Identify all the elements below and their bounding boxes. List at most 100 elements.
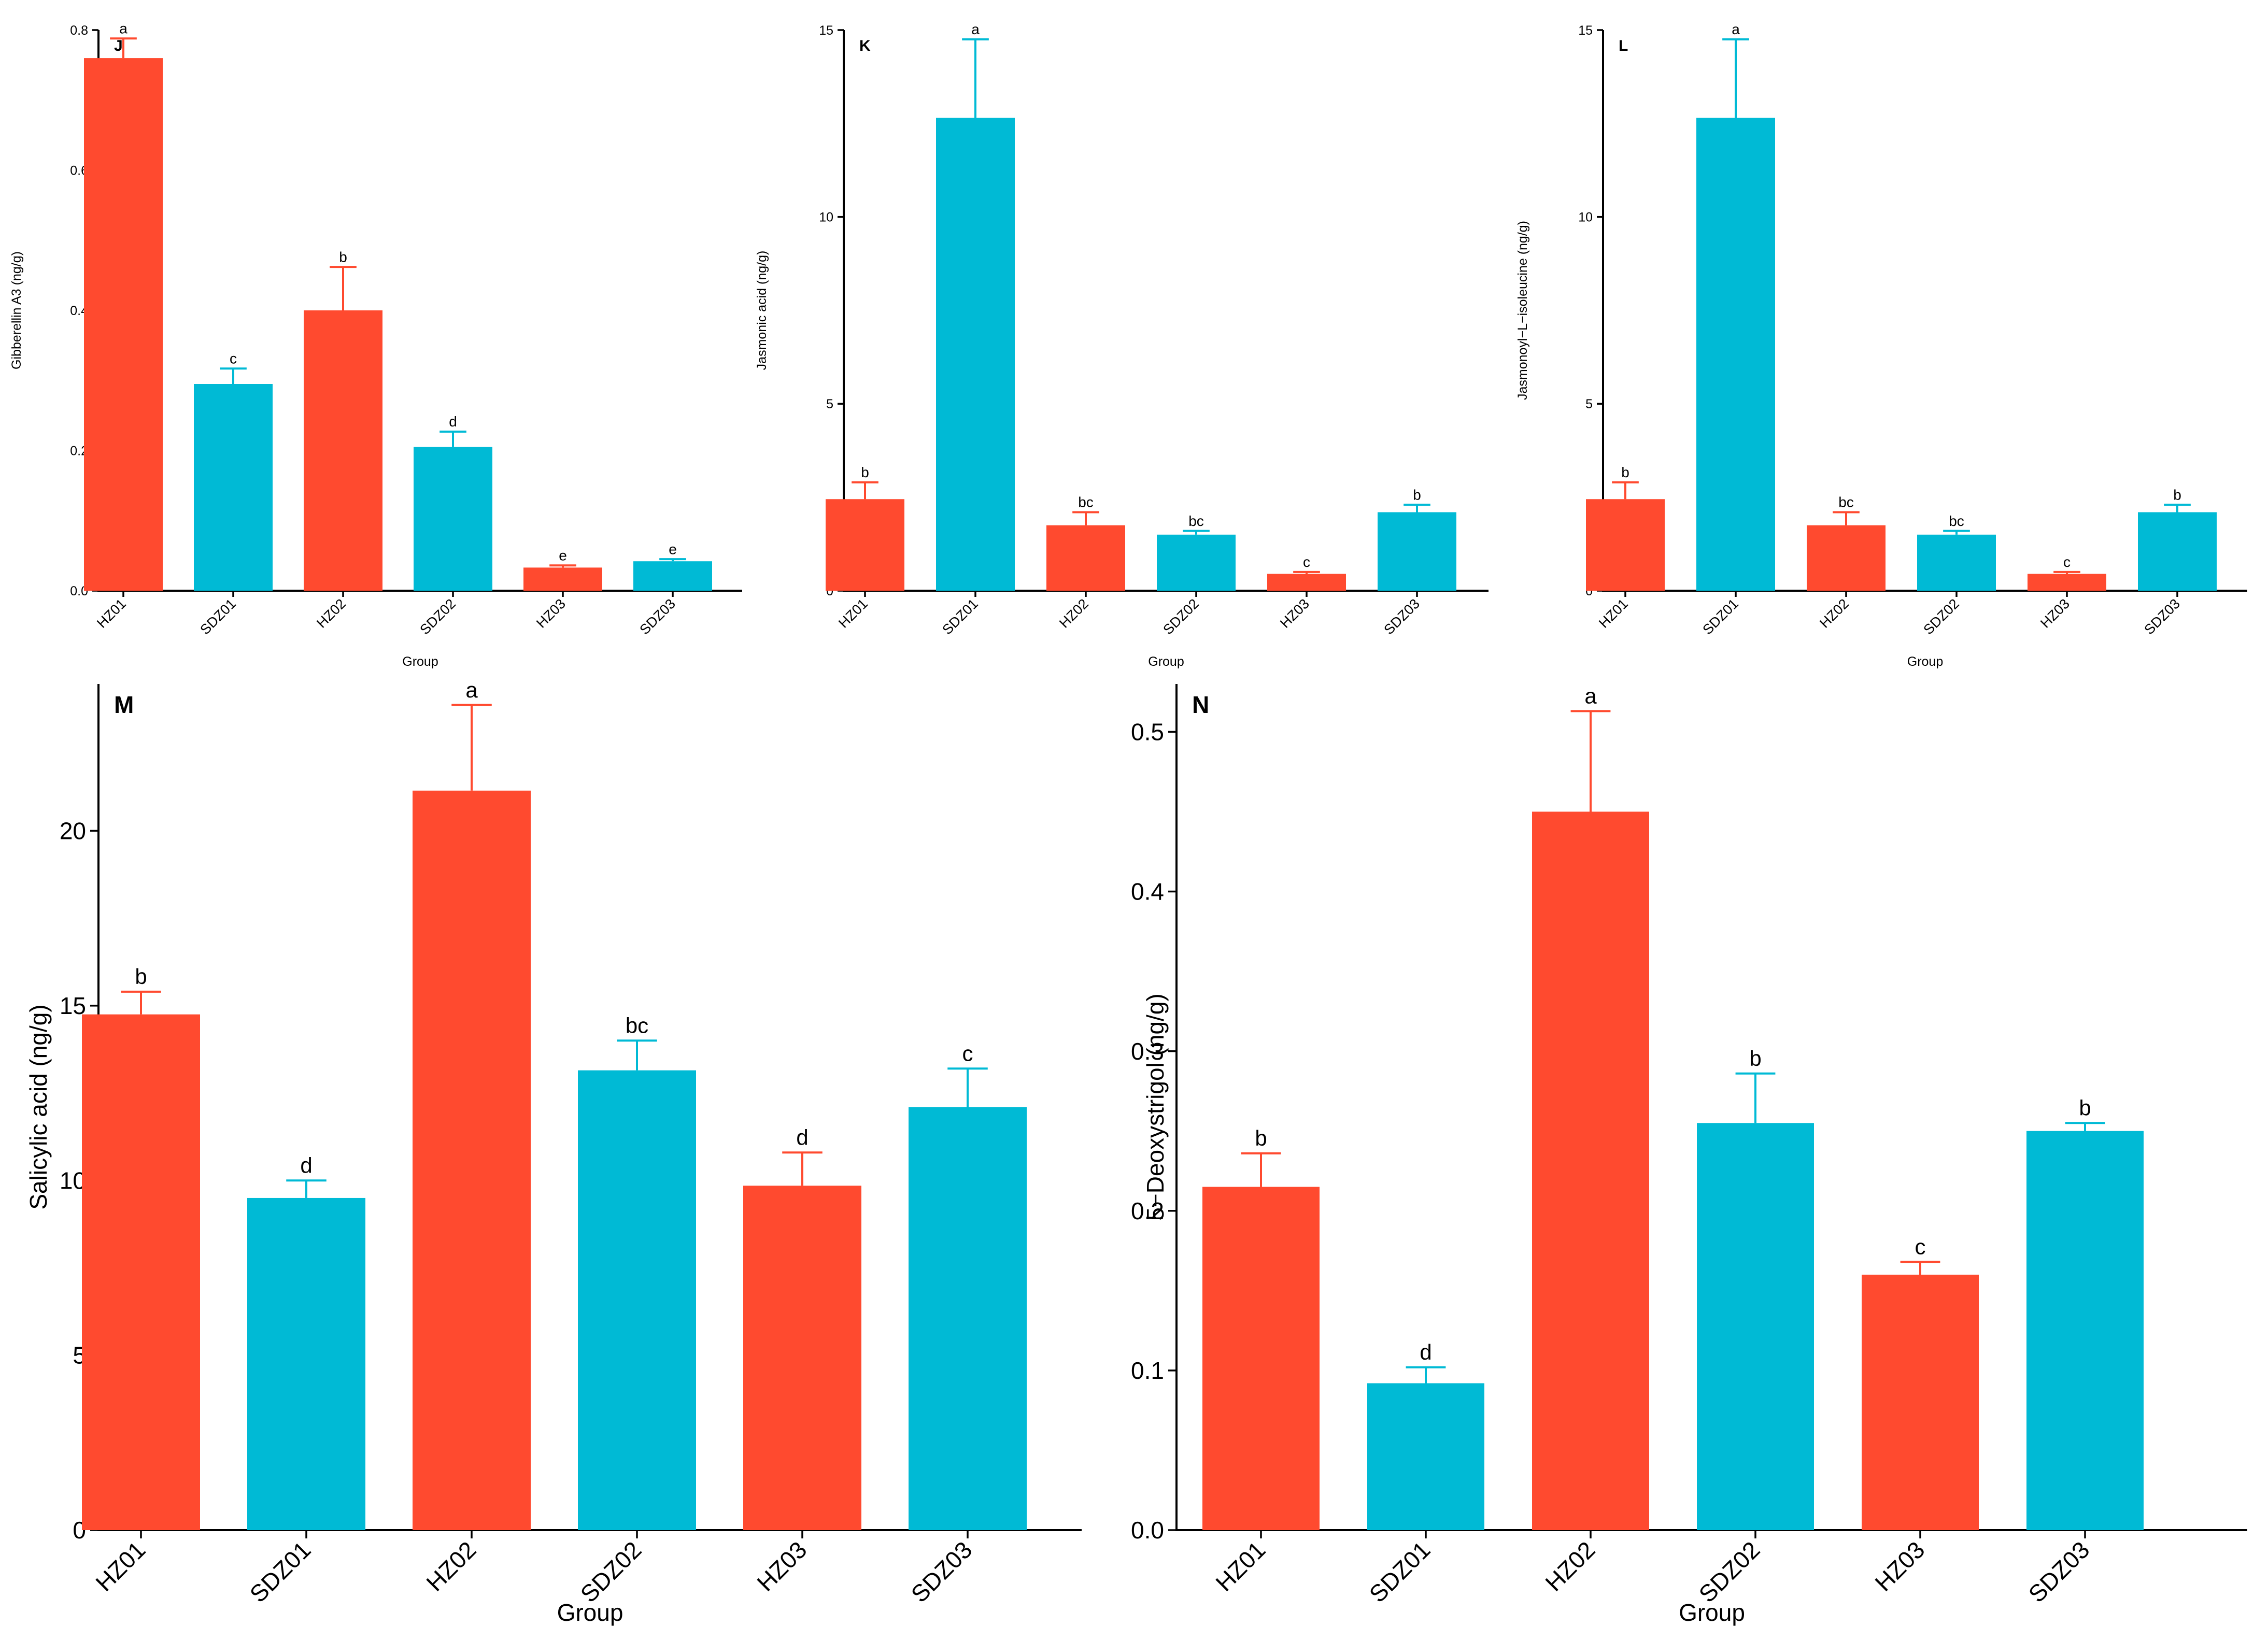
bar-sdz01 xyxy=(1696,118,1775,591)
x-tick-label: SDZ03 xyxy=(2141,596,2183,638)
x-tick-label: SDZ02 xyxy=(1160,596,1202,638)
panel-n: N 0.0 0.1 0.2 0.3 0.4 0.5 5−Deoxystrigol (ng/g)… xyxy=(1131,684,2247,1626)
x-axis-label: Group xyxy=(402,654,438,669)
x-tick-label: SDZ03 xyxy=(2023,1536,2095,1608)
y-tick-label: 10 xyxy=(1578,210,1593,224)
significance-letter: a xyxy=(119,20,127,36)
bar-hz02 xyxy=(1807,525,1886,591)
x-tick-label: HZ01 xyxy=(90,1536,150,1596)
bar-sdz01 xyxy=(194,384,273,591)
significance-letter: bc xyxy=(1949,513,1964,529)
significance-letter: c xyxy=(1915,1235,1926,1259)
bar-sdz02 xyxy=(414,447,492,591)
y-axis-label: Jasmonoyl−L−isoleucine (ng/g) xyxy=(1515,221,1530,400)
bar-hz03 xyxy=(523,567,602,591)
significance-letter: a xyxy=(465,678,478,702)
x-axis-label: Group xyxy=(1907,654,1943,669)
x-tick-label: SDZ02 xyxy=(1694,1536,1765,1608)
bar-hz01 xyxy=(82,1014,200,1530)
panel-label: J xyxy=(114,37,123,54)
bar-hz03 xyxy=(743,1186,861,1530)
y-tick-label: 0.1 xyxy=(1131,1357,1164,1384)
significance-letter: a xyxy=(1584,684,1597,708)
bar-hz01 xyxy=(1202,1187,1320,1530)
bar-sdz03 xyxy=(909,1107,1027,1530)
y-tick-label: 0.5 xyxy=(1131,719,1164,746)
significance-letter: b xyxy=(1749,1046,1761,1071)
panel-label: K xyxy=(859,37,871,54)
significance-letter: b xyxy=(135,964,147,989)
x-tick-label: HZ02 xyxy=(1817,596,1852,631)
x-tick-label: SDZ03 xyxy=(1381,596,1423,638)
x-tick-label: HZ01 xyxy=(1210,1536,1270,1596)
significance-letter: c xyxy=(2063,554,2071,570)
x-tick-label: SDZ03 xyxy=(636,596,678,638)
x-axis-label: Group xyxy=(1148,654,1184,669)
significance-letter: b xyxy=(2173,487,2181,503)
x-tick-label: SDZ02 xyxy=(417,596,459,638)
bar-sdz01 xyxy=(936,118,1015,591)
x-axis-label: Group xyxy=(557,1599,623,1626)
x-tick-label: HZ02 xyxy=(1540,1536,1600,1596)
significance-letter: d xyxy=(1420,1340,1431,1364)
significance-letter: e xyxy=(559,548,567,564)
significance-letter: bc xyxy=(1188,513,1204,529)
bar-hz01 xyxy=(826,499,904,591)
bar-hz02 xyxy=(413,790,531,1530)
x-tick-label: HZ01 xyxy=(94,596,129,631)
x-tick-label: HZ01 xyxy=(835,596,871,631)
x-tick-label: SDZ01 xyxy=(939,596,981,638)
y-tick-label: 5 xyxy=(1585,397,1593,411)
bar-hz03 xyxy=(1862,1275,1979,1530)
significance-letter: c xyxy=(962,1041,973,1066)
bar-sdz02 xyxy=(578,1070,696,1530)
bar-sdz02 xyxy=(1157,534,1236,591)
y-tick-label: 5 xyxy=(826,397,833,411)
x-tick-label: HZ03 xyxy=(533,596,569,631)
significance-letter: a xyxy=(971,21,980,37)
significance-letter: b xyxy=(2079,1096,2091,1120)
bar-sdz02 xyxy=(1697,1123,1814,1530)
y-tick-label: 15 xyxy=(819,23,833,38)
y-tick-label: 15 xyxy=(1578,23,1593,38)
panel-label: M xyxy=(114,691,134,718)
bar-hz01 xyxy=(84,58,163,591)
y-tick-label: 15 xyxy=(60,992,86,1019)
x-tick-label: HZ02 xyxy=(314,596,349,631)
y-tick-label: 0.3 xyxy=(1131,1038,1164,1065)
x-tick-label: SDZ03 xyxy=(906,1536,977,1608)
significance-letter: bc xyxy=(626,1014,648,1038)
significance-letter: b xyxy=(861,464,869,480)
x-tick-label: SDZ01 xyxy=(197,596,239,638)
bar-sdz03 xyxy=(1378,512,1456,591)
y-axis-label: Jasmonic acid (ng/g) xyxy=(755,251,769,370)
bar-hz01 xyxy=(1586,499,1665,591)
x-tick-label: SDZ01 xyxy=(1699,596,1741,638)
significance-letter: a xyxy=(1732,21,1740,37)
bar-hz03 xyxy=(2028,574,2106,591)
x-tick-label: HZ02 xyxy=(421,1536,481,1596)
significance-letter: b xyxy=(1255,1126,1267,1150)
y-tick-label: 0.2 xyxy=(1131,1197,1164,1224)
x-tick-label: HZ03 xyxy=(1277,596,1312,631)
bar-sdz03 xyxy=(2026,1131,2144,1530)
y-tick-label: 10 xyxy=(819,210,833,224)
bar-sdz03 xyxy=(2138,512,2217,591)
y-axis-label: 5−Deoxystrigol (ng/g) xyxy=(1142,993,1169,1220)
bar-hz03 xyxy=(1267,574,1346,591)
x-tick-label: HZ01 xyxy=(1596,596,1631,631)
significance-letter: c xyxy=(1303,554,1310,570)
y-tick-label: 10 xyxy=(60,1167,86,1194)
x-tick-label: SDZ02 xyxy=(1920,596,1962,638)
significance-letter: d xyxy=(449,413,457,430)
x-tick-label: HZ03 xyxy=(2037,596,2073,631)
x-tick-label: SDZ01 xyxy=(245,1536,316,1608)
y-tick-label: 0.8 xyxy=(70,23,88,38)
bar-sdz03 xyxy=(633,561,712,591)
significance-letter: bc xyxy=(1078,494,1094,510)
x-tick-label: SDZ02 xyxy=(575,1536,647,1608)
panel-label: L xyxy=(1619,37,1628,54)
